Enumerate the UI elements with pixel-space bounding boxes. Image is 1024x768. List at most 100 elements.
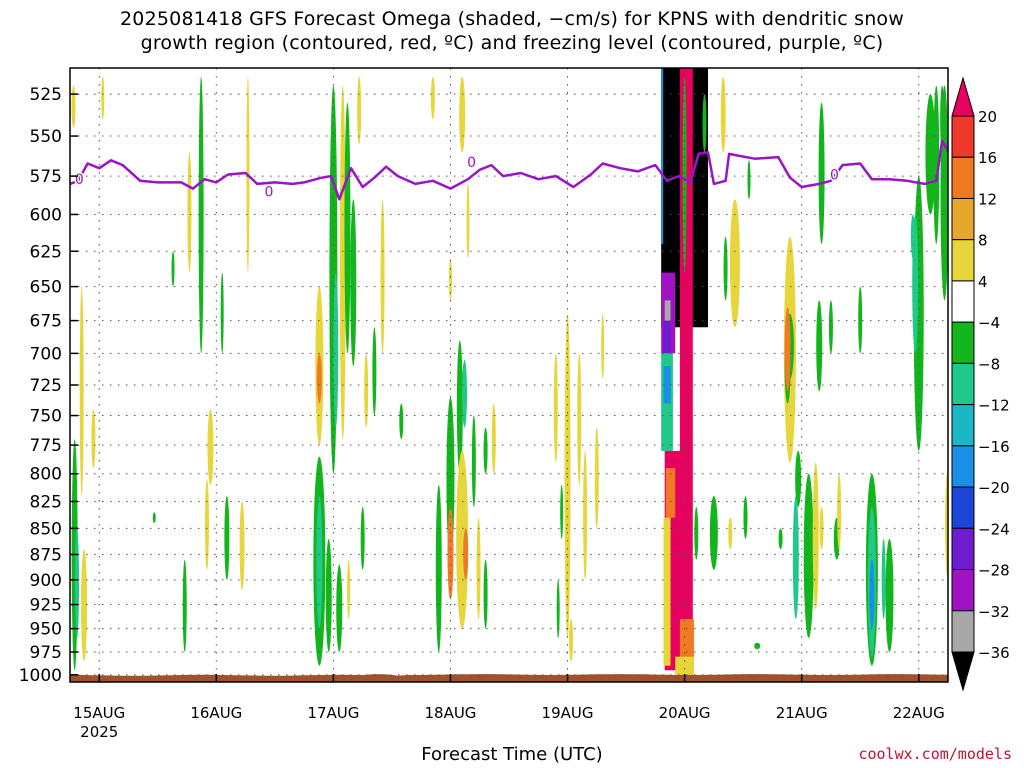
- plot-frame: [69, 67, 949, 683]
- omega-streak-54: [577, 353, 582, 485]
- omega-streak-81: [747, 160, 751, 200]
- omega-streak-12: [207, 409, 214, 485]
- omega-streak-49: [476, 517, 481, 620]
- omega-streak-32: [364, 353, 369, 428]
- omega-streak-51: [491, 403, 496, 474]
- omega-streak-55: [556, 579, 560, 639]
- omega-streak-94: [933, 85, 940, 245]
- x-tick-label-19AUG: 19AUG: [542, 704, 594, 722]
- omega-streak-50: [483, 559, 488, 629]
- colorbar-label-3: 8: [978, 232, 988, 250]
- freezing-level-label-1: 0: [265, 185, 274, 201]
- site-credit[interactable]: coolwx.com/models: [858, 745, 1012, 763]
- colorbar-swatch-7: [951, 362, 975, 406]
- omega-core-3: [664, 300, 671, 321]
- chart-title-line-2: growth region (contoured, red, ºC) and f…: [140, 32, 884, 54]
- colorbar-swatch-12: [951, 569, 975, 612]
- omega-streak-60: [569, 619, 574, 662]
- omega-streak-20: [325, 538, 332, 653]
- omega-streak-40: [435, 484, 442, 653]
- colorbar-label-0: 20: [978, 108, 997, 126]
- omega-streak-63: [729, 199, 740, 328]
- omega-streak-62: [720, 76, 726, 153]
- omega-streak-35: [430, 76, 435, 120]
- colorbar-swatch-2: [951, 156, 975, 199]
- omega-streak-77: [828, 300, 833, 354]
- freezing-level-line: [70, 139, 948, 201]
- tick-labels: 525 550 575 600 625 650 675 700 725 750 775 800 825 8…: [19, 85, 945, 741]
- omega-streak-57: [594, 427, 599, 529]
- colorbar-legend: 20 16 12 8 4 −4 −8 −12 −16 −20 −24 −28 −32 −36: [951, 76, 1010, 692]
- omega-streak-9: [187, 152, 192, 273]
- colorbar-swatch-3: [951, 197, 975, 241]
- omega-streak-2: [81, 549, 88, 662]
- omega-streak-93: [925, 94, 936, 215]
- y-tick-label-675: 675: [30, 312, 62, 332]
- omega-streak-82: [778, 528, 783, 550]
- omega-streak-90: [858, 286, 863, 354]
- colorbar-swatch-6: [951, 321, 975, 364]
- colorbar-swatch-10: [951, 486, 975, 529]
- omega-streak-75: [818, 102, 825, 245]
- omega-streak-87: [885, 538, 894, 653]
- y-tick-label-700: 700: [30, 344, 62, 364]
- colorbar-label-11: −28: [978, 562, 1010, 580]
- omega-streak-10: [182, 559, 187, 653]
- colorbar-label-12: −32: [978, 603, 1010, 621]
- omega-streak-71: [784, 307, 791, 392]
- omega-streak-52: [564, 313, 571, 639]
- omega-streak-7: [152, 512, 156, 524]
- colorbar-label-10: −24: [978, 520, 1010, 538]
- omega-streak-38: [459, 76, 466, 153]
- omega-streak-80: [754, 642, 761, 650]
- y-tick-label-625: 625: [30, 242, 62, 262]
- omega-streak-45: [447, 506, 454, 600]
- colorbar-swatch-4: [951, 239, 975, 282]
- x-tick-label-16AUG: 16AUG: [190, 704, 242, 722]
- omega-streak-72: [795, 450, 802, 507]
- omega-streak-86: [869, 559, 875, 629]
- omega-streak-76: [816, 300, 823, 392]
- omega-streak-48: [483, 427, 488, 474]
- omega-streak-33: [380, 199, 385, 354]
- omega-streak-30: [360, 506, 365, 570]
- axes: [69, 67, 949, 683]
- omega-streak-36: [347, 559, 351, 620]
- y-tick-label-650: 650: [30, 278, 62, 298]
- y-tick-label-600: 600: [30, 205, 62, 225]
- omega-streak-73: [803, 473, 814, 639]
- omega-streak-56: [583, 450, 588, 580]
- omega-streak-42: [456, 340, 463, 474]
- colorbar-label-7: −12: [978, 397, 1010, 415]
- y-tick-label-800: 800: [30, 465, 62, 485]
- omega-streak-102: [694, 506, 699, 560]
- freezing-level-label-2: 0: [467, 155, 476, 171]
- ground-surface: [70, 674, 948, 682]
- omega-streak-25: [333, 272, 339, 428]
- omega-streak-34: [399, 403, 404, 440]
- omega-streak-100: [682, 76, 687, 273]
- omega-core-2: [663, 320, 671, 354]
- x-tick-label-21AUG: 21AUG: [776, 704, 828, 722]
- y-tick-label-850: 850: [30, 519, 62, 539]
- colorbar-top-arrow: [951, 76, 975, 117]
- omega-core-12: [661, 68, 664, 245]
- colorbar-label-4: 4: [978, 273, 988, 291]
- y-tick-label-925: 925: [30, 596, 62, 616]
- colorbar-swatch-11: [951, 527, 975, 571]
- omega-streak-19: [316, 495, 323, 629]
- omega-streak-29: [357, 76, 362, 145]
- colorbar-label-13: −36: [978, 644, 1010, 662]
- omega-streak-89: [819, 506, 824, 550]
- colorbar-swatch-1: [951, 115, 975, 158]
- y-tick-label-575: 575: [30, 167, 62, 187]
- omega-core-5: [663, 366, 671, 404]
- omega-streak-39: [466, 183, 470, 259]
- omega-streak-47: [471, 415, 476, 507]
- omega-core-9: [663, 517, 671, 666]
- omega-streak-79: [837, 473, 842, 550]
- omega-streak-4: [91, 409, 96, 469]
- omega-streak-101: [702, 94, 707, 153]
- colorbar-label-5: −4: [978, 314, 1000, 332]
